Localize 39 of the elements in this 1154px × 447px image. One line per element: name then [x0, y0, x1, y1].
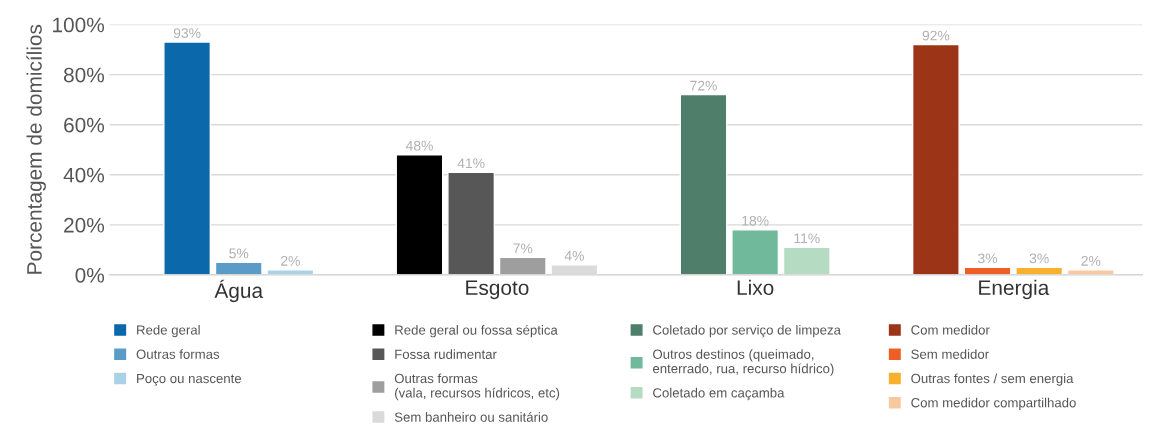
legend-label: Outras formas	[136, 349, 220, 359]
legend-label: Coletado por serviço de limpeza	[653, 324, 841, 338]
data-label: 72%	[690, 80, 717, 91]
legend-label: Outros destinos (queimado, enterrado, rua, recurso hídrico)	[652, 349, 834, 376]
y-tick-label: 20%	[64, 217, 105, 233]
legend-label: Outras formas (vala, recursos hídricos, etc)	[394, 373, 560, 401]
y-axis-title: Porcentagem de domicílios	[26, 24, 46, 274]
y-tick-label: 60%	[64, 117, 105, 133]
x-tick-label: Água	[214, 279, 264, 303]
data-label: 7%	[513, 243, 533, 254]
y-tick-label: 80%	[63, 67, 105, 83]
data-label: 5%	[229, 248, 249, 259]
legend-label: Poço ou nascente	[137, 373, 242, 386]
legend-label: Com medidor compartilhado	[911, 397, 1076, 410]
data-label: 92%	[922, 30, 950, 41]
legend-label: Rede geral	[137, 324, 200, 338]
data-label: 4%	[564, 250, 584, 261]
data-label: 2%	[281, 255, 300, 266]
x-tick-label: Energia	[979, 279, 1050, 300]
data-label: 48%	[405, 140, 433, 151]
data-label: 41%	[457, 158, 485, 169]
data-label: 3%	[1029, 253, 1049, 264]
legend-label: Fossa rudimentar	[395, 349, 497, 359]
legend-label: Rede geral ou fossa séptica	[395, 324, 558, 338]
legend-label: Sem banheiro ou sanitário	[394, 411, 548, 422]
y-tick-label: 100%	[53, 17, 105, 33]
data-label: 18%	[742, 215, 769, 226]
legend-label: Outras fontes / sem energia	[911, 373, 1074, 386]
data-label: 11%	[794, 233, 820, 244]
y-tick-label: 0%	[75, 267, 105, 283]
y-tick-label: 40%	[63, 167, 105, 183]
data-label: 93%	[173, 28, 201, 38]
legend-label: Com medidor	[911, 324, 990, 335]
x-tick-label: Esgoto	[466, 280, 529, 300]
data-label: 2%	[1081, 255, 1101, 266]
legend-label: Coletado em caçamba	[653, 387, 785, 401]
data-label: 3%	[978, 253, 998, 264]
x-tick-label: Lixo	[737, 279, 774, 296]
legend-label: Sem medidor	[911, 349, 989, 359]
